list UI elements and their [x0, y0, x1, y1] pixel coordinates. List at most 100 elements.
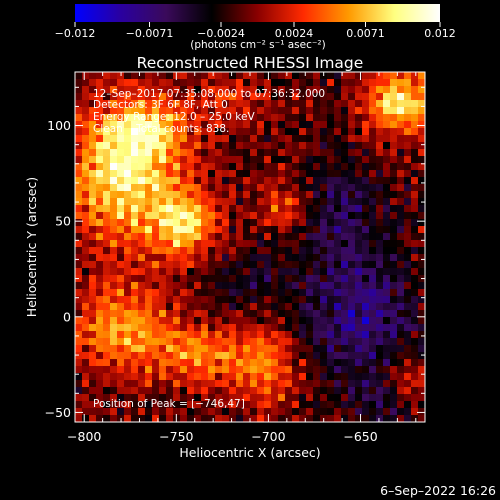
heatmap-cell — [313, 387, 321, 395]
heatmap-cell — [243, 233, 251, 241]
heatmap-cell — [236, 184, 244, 192]
heatmap-cell — [194, 254, 202, 262]
heatmap-cell — [173, 317, 181, 325]
heatmap-cell — [96, 380, 104, 388]
heatmap-cell — [229, 282, 237, 290]
heatmap-cell — [180, 415, 188, 422]
heatmap-cell — [96, 366, 104, 374]
heatmap-cell — [103, 352, 111, 360]
heatmap-cell — [334, 226, 342, 234]
heatmap-cell — [110, 324, 118, 332]
heatmap-cell — [334, 324, 342, 332]
heatmap-cell — [257, 282, 265, 290]
heatmap-cell — [418, 212, 425, 220]
heatmap-cell — [89, 107, 97, 115]
heatmap-cell — [306, 366, 314, 374]
heatmap-cell — [313, 205, 321, 213]
heatmap-cell — [404, 226, 412, 234]
heatmap-cell — [131, 128, 139, 136]
heatmap-cell — [194, 366, 202, 374]
heatmap-cell — [180, 156, 188, 164]
annotation-time: 12–Sep–2017 07:35:08.000 to 07:36:32.000 — [93, 88, 325, 100]
heatmap-cell — [355, 415, 363, 422]
heatmap-cell — [285, 394, 293, 402]
heatmap-cell — [397, 317, 405, 325]
heatmap-cell — [306, 324, 314, 332]
heatmap-cell — [166, 93, 174, 101]
heatmap-cell — [264, 93, 272, 101]
heatmap-cell — [201, 198, 209, 206]
heatmap-cell — [411, 219, 419, 227]
heatmap-cell — [166, 219, 174, 227]
heatmap-cell — [145, 142, 153, 150]
heatmap-cell — [145, 233, 153, 241]
heatmap-cell — [173, 310, 181, 318]
heatmap-cell — [257, 380, 265, 388]
heatmap-cell — [397, 415, 405, 422]
heatmap-cell — [285, 72, 293, 80]
heatmap-cell — [411, 268, 419, 276]
heatmap-cell — [117, 135, 125, 143]
heatmap-cell — [201, 380, 209, 388]
heatmap-cell — [264, 72, 272, 80]
heatmap-cell — [82, 233, 90, 241]
heatmap-cell — [187, 142, 195, 150]
colorbar-tick-label: 0.012 — [424, 27, 456, 40]
heatmap-cell — [187, 254, 195, 262]
heatmap-cell — [208, 373, 216, 381]
heatmap-cell — [362, 142, 370, 150]
heatmap-cell — [348, 149, 356, 157]
heatmap-cell — [278, 275, 286, 283]
heatmap-cell — [362, 394, 370, 402]
heatmap-cell — [166, 415, 174, 422]
heatmap-cell — [390, 317, 398, 325]
heatmap-cell — [341, 72, 349, 80]
heatmap-cell — [369, 380, 377, 388]
heatmap-cell — [89, 247, 97, 255]
heatmap-cell — [397, 100, 405, 108]
heatmap-cell — [264, 114, 272, 122]
heatmap-cell — [292, 163, 300, 171]
heatmap-cell — [243, 86, 251, 94]
heatmap-cell — [236, 394, 244, 402]
heatmap-cell — [327, 282, 335, 290]
heatmap-cell — [243, 114, 251, 122]
heatmap-cell — [334, 149, 342, 157]
heatmap-cell — [404, 233, 412, 241]
heatmap-cell — [411, 156, 419, 164]
heatmap-cell — [208, 163, 216, 171]
heatmap-cell — [166, 366, 174, 374]
heatmap-cell — [313, 240, 321, 248]
heatmap-cell — [159, 261, 167, 269]
heatmap-cell — [166, 72, 174, 80]
colorbar-tick-label: −0.012 — [55, 27, 96, 40]
heatmap-cell — [390, 296, 398, 304]
heatmap-cell — [320, 296, 328, 304]
heatmap-cell — [166, 401, 174, 409]
heatmap-cell — [117, 331, 125, 339]
heatmap-cell — [222, 310, 230, 318]
heatmap-cell — [341, 317, 349, 325]
heatmap-cell — [404, 282, 412, 290]
heatmap-cell — [369, 128, 377, 136]
heatmap-cell — [75, 415, 83, 422]
heatmap-cell — [257, 345, 265, 353]
heatmap-cell — [348, 135, 356, 143]
heatmap-cell — [376, 142, 384, 150]
heatmap-cell — [236, 163, 244, 171]
heatmap-cell — [131, 93, 139, 101]
heatmap-cell — [180, 163, 188, 171]
heatmap-cell — [285, 212, 293, 220]
heatmap-cell — [355, 86, 363, 94]
heatmap-cell — [166, 352, 174, 360]
heatmap-cell — [264, 128, 272, 136]
heatmap-cell — [110, 366, 118, 374]
heatmap-cell — [383, 408, 391, 416]
heatmap-cell — [152, 142, 160, 150]
heatmap-cell — [103, 226, 111, 234]
heatmap-cell — [208, 93, 216, 101]
heatmap-cell — [75, 310, 83, 318]
heatmap-cell — [418, 282, 425, 290]
heatmap-cell — [257, 86, 265, 94]
heatmap-cell — [397, 387, 405, 395]
